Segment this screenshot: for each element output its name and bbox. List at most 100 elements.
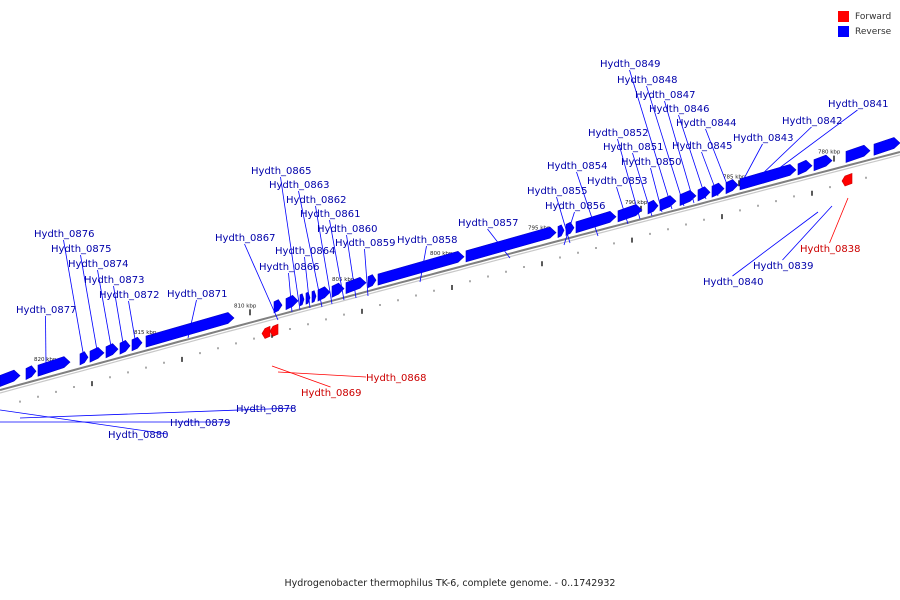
gene-label-hydth-0855[interactable]: Hydth_0855	[527, 186, 588, 197]
gene-arrow-hydth-0849[interactable]	[679, 190, 697, 207]
gene-arrow-hydth-0855[interactable]	[557, 224, 565, 238]
gene-arrow-hydth-0842[interactable]	[845, 144, 871, 163]
leader-line	[616, 186, 629, 225]
gene-label-hydth-0856[interactable]: Hydth_0856	[545, 201, 606, 212]
leader-line	[280, 176, 301, 311]
gene-label-hydth-0871[interactable]: Hydth_0871	[167, 289, 228, 300]
gene-arrow-hydth-0866[interactable]	[285, 295, 299, 311]
gene-label-hydth-0842[interactable]: Hydth_0842	[782, 116, 843, 127]
gene-arrow-hydth-0843[interactable]	[813, 154, 833, 172]
gene-label-hydth-0880[interactable]: Hydth_0880	[108, 430, 169, 441]
gene-arrow-hydth-0859[interactable]	[367, 274, 377, 289]
gene-label-hydth-0838[interactable]: Hydth_0838	[800, 244, 861, 255]
gene-arrow-hydth-0858[interactable]	[377, 250, 465, 286]
gene-label-hydth-0863[interactable]: Hydth_0863	[269, 180, 330, 191]
gene-label-hydth-0866[interactable]: Hydth_0866	[259, 262, 320, 273]
leader-line	[128, 300, 137, 346]
leader-line	[304, 256, 311, 309]
scale-label: 785 kbp	[723, 174, 746, 180]
gene-label-hydth-0867[interactable]: Hydth_0867	[215, 233, 276, 244]
gene-label-hydth-0878[interactable]: Hydth_0878	[236, 404, 297, 415]
gene-arrow-hydth-0841[interactable]	[873, 137, 900, 156]
gene-arrow-hydth-0860[interactable]	[345, 276, 367, 295]
scale-label: 805 kbp	[332, 277, 355, 283]
leader-line	[576, 171, 599, 237]
gene-arrow-hydth-0847[interactable]	[711, 182, 725, 198]
gene-label-hydth-0839[interactable]: Hydth_0839	[753, 261, 814, 272]
gene-label-hydth-0861[interactable]: Hydth_0861	[300, 209, 361, 220]
gene-arrow-hydth-0879[interactable]	[0, 369, 21, 387]
gene-arrow-hydth-0878[interactable]	[25, 365, 37, 380]
gene-label-hydth-0853[interactable]: Hydth_0853	[587, 176, 648, 187]
gene-arrow-hydth-0857[interactable]	[465, 226, 557, 263]
leader-line	[617, 138, 641, 220]
gene-label-hydth-0872[interactable]: Hydth_0872	[99, 290, 160, 301]
leader-line	[705, 128, 731, 193]
gene-label-hydth-0860[interactable]: Hydth_0860	[317, 224, 378, 235]
leader-line	[288, 272, 293, 313]
gene-arrow-hydth-0862[interactable]	[317, 286, 331, 302]
gene-arrow-hydth-0876[interactable]	[79, 351, 89, 366]
legend-item-reverse: Reverse	[838, 24, 900, 39]
gene-arrow-hydth-0873[interactable]	[119, 340, 131, 355]
gene-label-hydth-0841[interactable]: Hydth_0841	[828, 99, 889, 110]
gene-arrow-hydth-0853[interactable]	[575, 210, 617, 234]
leader-line	[45, 315, 47, 367]
gene-label-hydth-0857[interactable]: Hydth_0857	[458, 218, 519, 229]
gene-label-hydth-0840[interactable]: Hydth_0840	[703, 277, 764, 288]
gene-label-hydth-0879[interactable]: Hydth_0879	[170, 418, 231, 429]
gene-arrow-hydth-0865[interactable]	[299, 293, 305, 307]
leader-line	[732, 211, 819, 277]
gene-arrow-hydth-0861[interactable]	[331, 282, 345, 298]
genome-caption: Hydrogenobacter thermophilus TK-6, compl…	[284, 578, 616, 589]
gene-arrow-hydth-0868[interactable]	[269, 323, 279, 337]
gene-arrow-hydth-0850[interactable]	[659, 195, 677, 212]
gene-arrow-hydth-0838[interactable]	[841, 172, 853, 187]
gene-arrow-hydth-0863[interactable]	[311, 290, 317, 304]
leader-line	[244, 243, 279, 321]
gene-label-hydth-0844[interactable]: Hydth_0844	[676, 118, 737, 129]
gene-arrow-hydth-0852[interactable]	[617, 204, 643, 223]
backbone-shadow	[0, 154, 900, 394]
gene-labels: Hydth_0841 Hydth_0842 Hydth_0843 Hydth_0844…	[16, 59, 889, 441]
forward-swatch	[838, 11, 849, 22]
gene-label-hydth-0843[interactable]: Hydth_0843	[733, 133, 794, 144]
gene-label-hydth-0869[interactable]: Hydth_0869	[301, 388, 362, 399]
gene-label-hydth-0865[interactable]: Hydth_0865	[251, 166, 312, 177]
scale-label: 800 kbp	[430, 251, 453, 257]
gene-arrow-hydth-0845[interactable]	[797, 159, 813, 176]
gene-label-hydth-0875[interactable]: Hydth_0875	[51, 244, 112, 255]
gene-label-hydth-0852[interactable]: Hydth_0852	[588, 128, 649, 139]
gene-arrow-hydth-0869[interactable]	[261, 325, 271, 339]
gene-label-hydth-0849[interactable]: Hydth_0849	[600, 59, 661, 70]
gene-label-hydth-0851[interactable]: Hydth_0851	[603, 142, 664, 153]
gene-label-hydth-0859[interactable]: Hydth_0859	[335, 238, 396, 249]
leader-line	[329, 219, 345, 301]
gene-label-hydth-0847[interactable]: Hydth_0847	[635, 90, 696, 101]
leader-line	[632, 152, 653, 217]
leader-line	[769, 109, 858, 176]
gene-arrow-hydth-0877[interactable]	[37, 356, 71, 377]
legend-label-forward: Forward	[855, 11, 892, 22]
leader-line	[0, 409, 168, 435]
gene-label-hydth-0868[interactable]: Hydth_0868	[366, 373, 427, 384]
gene-label-hydth-0874[interactable]: Hydth_0874	[68, 259, 129, 270]
leader-line	[80, 254, 99, 357]
gene-label-hydth-0877[interactable]: Hydth_0877	[16, 305, 77, 316]
gene-label-hydth-0862[interactable]: Hydth_0862	[286, 195, 347, 206]
gene-label-hydth-0846[interactable]: Hydth_0846	[649, 104, 710, 115]
gene-arrow-hydth-0867[interactable]	[273, 299, 283, 314]
leader-line	[757, 126, 812, 179]
gene-label-hydth-0845[interactable]: Hydth_0845	[672, 141, 733, 152]
gene-label-hydth-0850[interactable]: Hydth_0850	[621, 157, 682, 168]
gene-label-hydth-0864[interactable]: Hydth_0864	[275, 246, 336, 257]
gene-label-hydth-0876[interactable]: Hydth_0876	[34, 229, 95, 240]
leader-line	[678, 114, 707, 200]
gene-arrow-hydth-0872[interactable]	[131, 336, 143, 352]
gene-label-hydth-0848[interactable]: Hydth_0848	[617, 75, 678, 86]
gene-label-hydth-0873[interactable]: Hydth_0873	[84, 275, 145, 286]
gene-label-hydth-0854[interactable]: Hydth_0854	[547, 161, 608, 172]
gene-label-hydth-0858[interactable]: Hydth_0858	[397, 235, 458, 246]
backbone-line	[0, 151, 900, 391]
scale-label: 815 kbp	[134, 330, 157, 336]
